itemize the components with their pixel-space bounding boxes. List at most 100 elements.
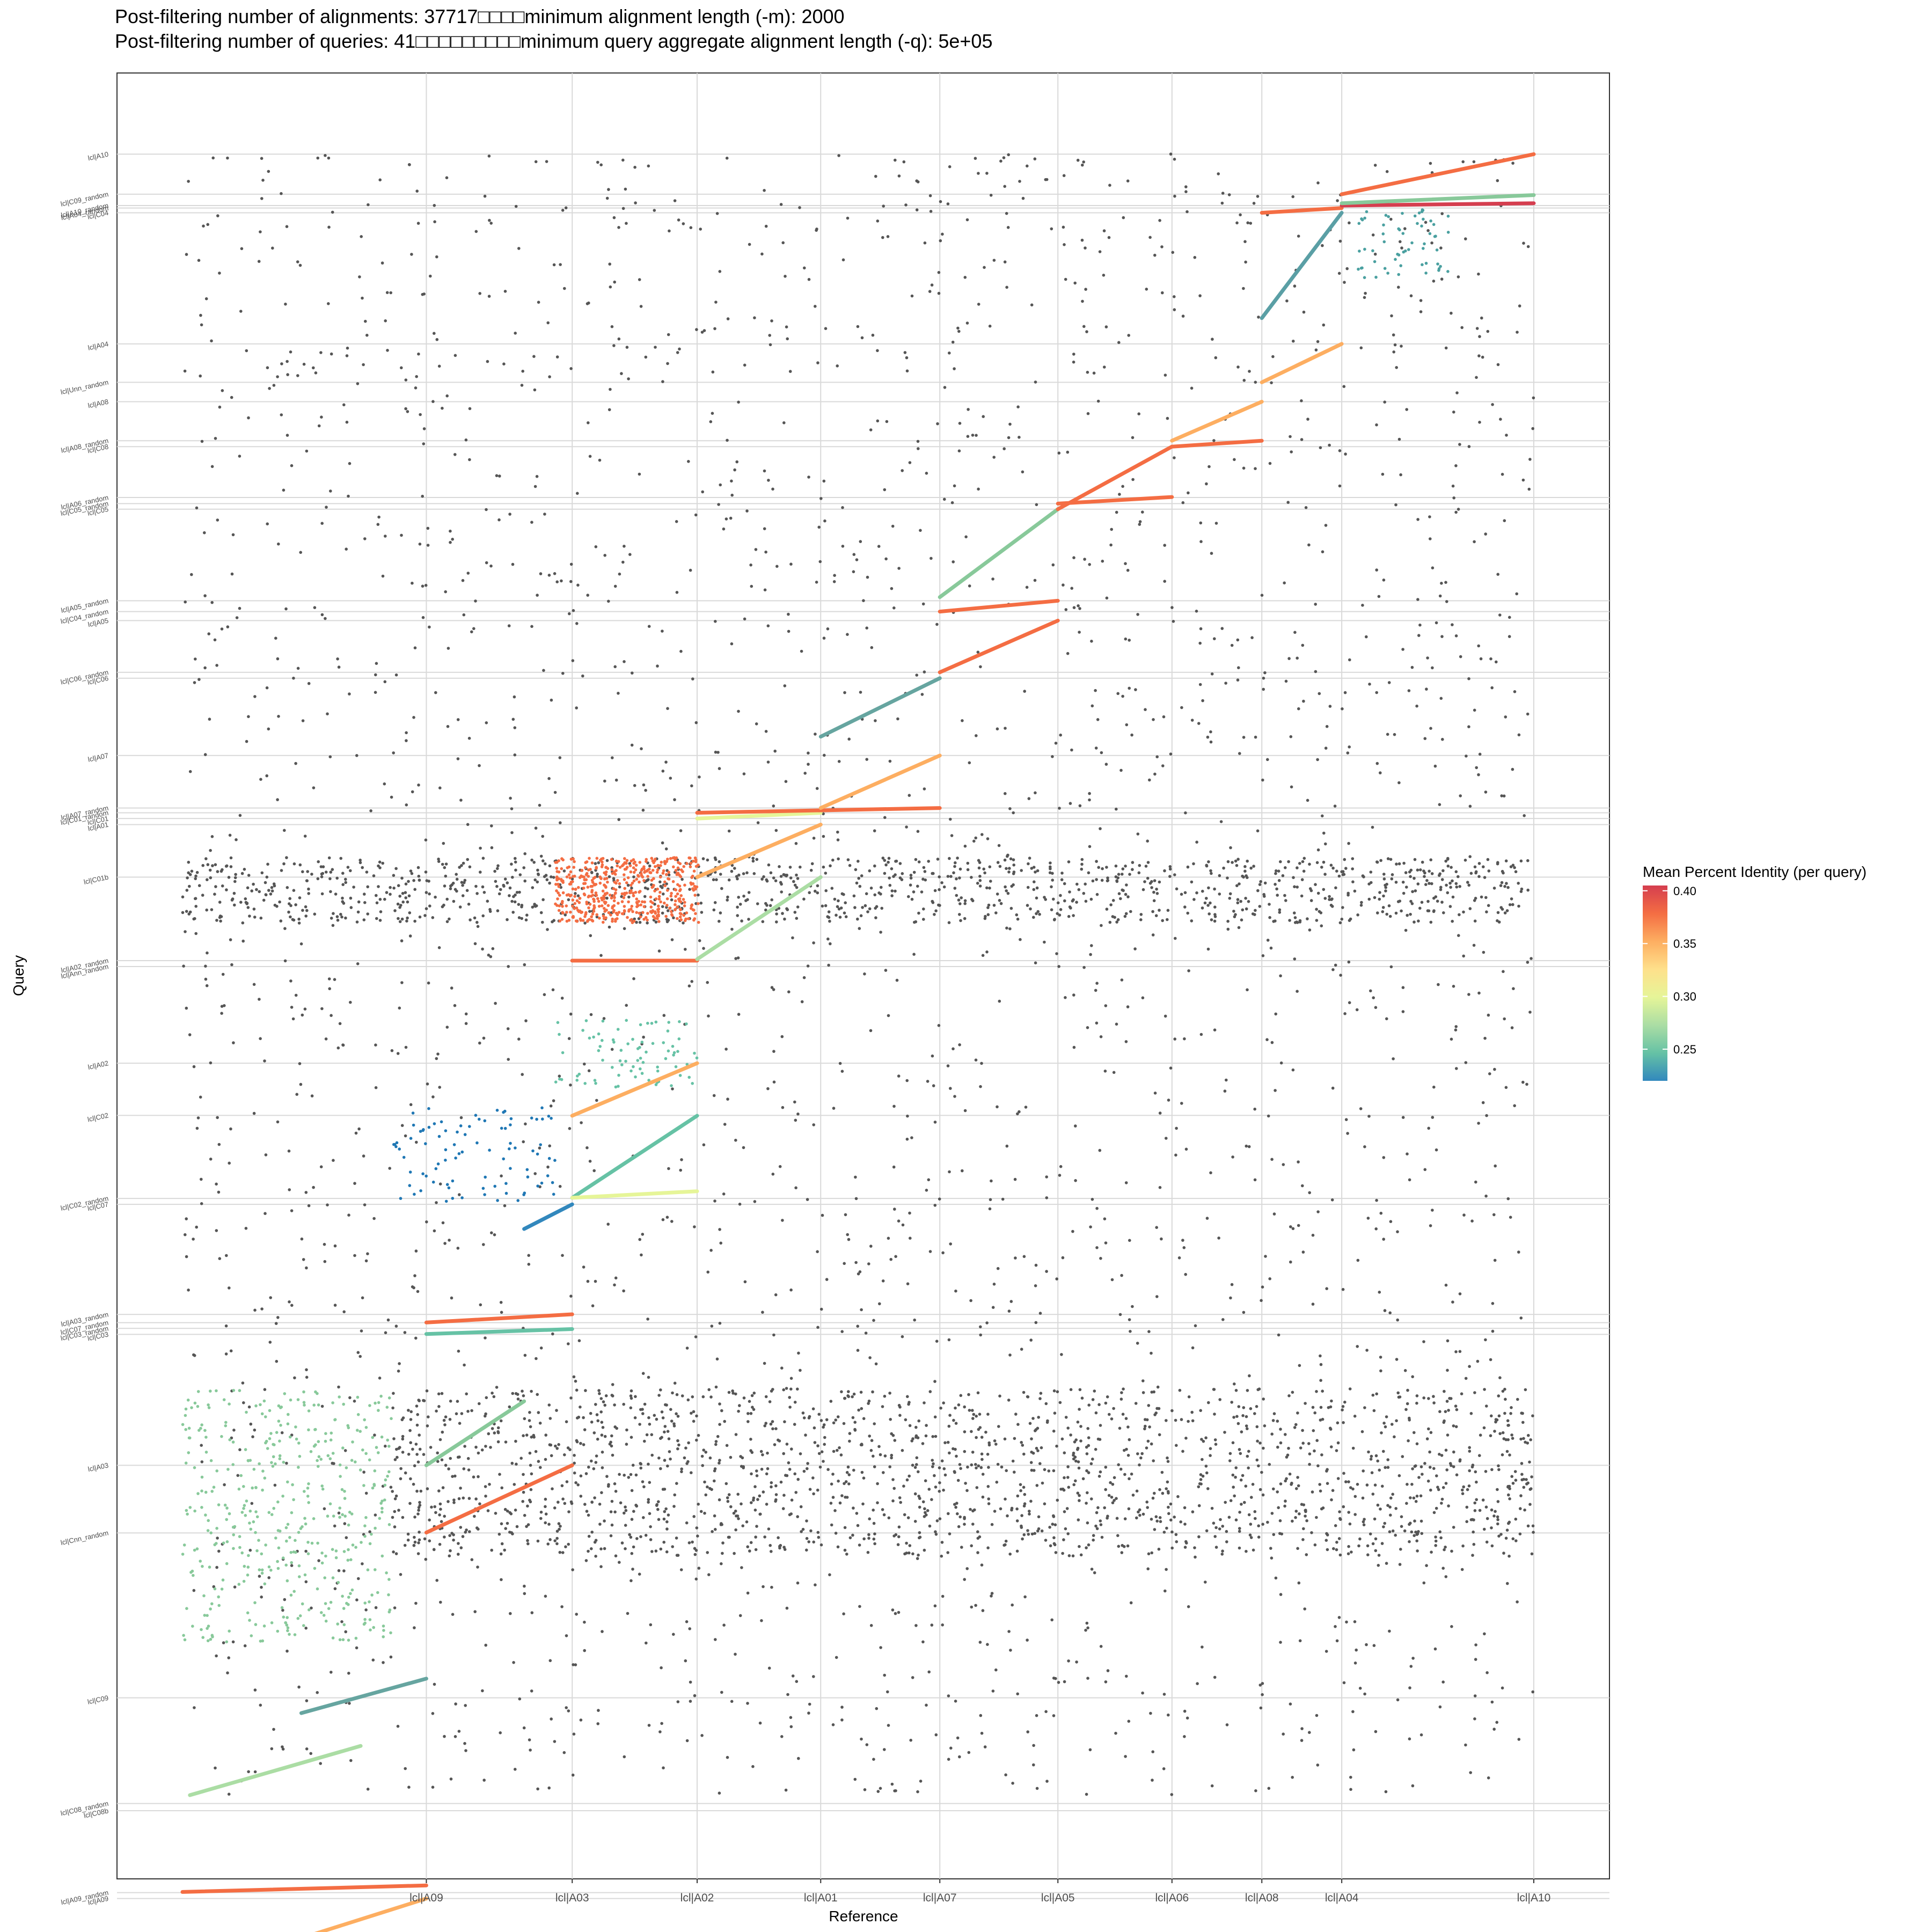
alignment-dot — [386, 1318, 390, 1322]
alignment-dot — [1021, 470, 1024, 474]
alignment-dot — [916, 1557, 919, 1560]
alignment-dot — [933, 913, 936, 916]
alignment-dot — [607, 188, 610, 191]
alignment-dot — [713, 901, 717, 904]
alignment-dot — [738, 903, 742, 906]
alignment-dot — [553, 572, 557, 575]
alignment-dot — [1397, 437, 1401, 441]
alignment-dot — [1088, 563, 1091, 566]
alignment-dot — [1104, 1680, 1108, 1684]
alignment-dot — [1102, 274, 1106, 277]
alignment-dot — [1201, 1645, 1204, 1649]
alignment-dot — [507, 624, 511, 627]
alignment-dot — [764, 908, 767, 912]
alignment-dot — [1227, 193, 1231, 196]
alignment-dot — [404, 378, 408, 382]
alignment-dot — [1419, 868, 1422, 872]
alignment-dot — [1008, 927, 1012, 931]
alignment-dot — [587, 421, 590, 425]
alignment-dot — [976, 882, 979, 885]
alignment-dot — [1334, 1625, 1337, 1628]
alignment-dot — [953, 1095, 956, 1098]
alignment-dot — [675, 1412, 678, 1416]
alignment-dot — [1310, 1531, 1313, 1534]
alignment-dot — [735, 460, 738, 464]
alignment-dot — [738, 1404, 741, 1407]
alignment-dot — [596, 873, 599, 876]
alignment-dot — [871, 333, 875, 337]
alignment-dot — [396, 1724, 400, 1728]
alignment-dot — [1383, 400, 1386, 404]
alignment-dot — [340, 915, 343, 919]
alignment-dot — [1282, 1163, 1285, 1166]
alignment-dot — [345, 547, 348, 551]
alignment-dot — [1089, 1462, 1093, 1466]
alignment-dot — [1343, 281, 1346, 284]
alignment-dot — [424, 870, 428, 874]
alignment-dot — [224, 865, 228, 868]
alignment-dot — [537, 873, 540, 876]
alignment-dot — [663, 1459, 667, 1462]
alignment-dot — [1526, 888, 1529, 892]
alignment-dot — [1417, 634, 1421, 637]
alignment-dot — [687, 460, 690, 463]
alignment-dot — [887, 1014, 890, 1018]
alignment-dot — [522, 1434, 525, 1437]
alignment-dot — [1468, 855, 1472, 858]
alignment-dot — [969, 1507, 972, 1511]
alignment-dot — [276, 1120, 280, 1124]
alignment-dot — [1120, 978, 1124, 982]
alignment-dot — [1205, 897, 1208, 900]
alignment-dot — [1085, 1792, 1088, 1796]
alignment-dot — [521, 369, 524, 373]
alignment-dot — [1147, 1330, 1151, 1333]
alignment-dot — [772, 1333, 775, 1337]
alignment-dot — [588, 455, 592, 458]
alignment-dot — [1300, 1739, 1304, 1742]
alignment-dot — [736, 956, 740, 960]
alignment-dot — [1099, 1523, 1103, 1526]
alignment-dot — [1434, 1539, 1438, 1543]
alignment-dot — [967, 1393, 970, 1396]
alignment-dot — [1507, 1554, 1511, 1558]
alignment-dot — [446, 724, 450, 728]
alignment-dot — [1040, 1446, 1043, 1450]
alignment-dot — [928, 1524, 932, 1528]
alignment-dot — [248, 914, 251, 918]
alignment-dot — [1261, 1285, 1264, 1289]
alignment-dot — [872, 1509, 875, 1512]
alignment-dot — [532, 1436, 536, 1439]
alignment-dot — [1406, 1152, 1409, 1155]
alignment-dot — [520, 384, 524, 387]
alignment-dot — [648, 1481, 652, 1484]
alignment-dot — [188, 770, 192, 773]
alignment-dot — [1421, 860, 1424, 864]
alignment-dot — [508, 1405, 511, 1409]
alignment-dot — [553, 1539, 557, 1542]
alignment-dot — [1478, 1509, 1482, 1512]
alignment-dot — [1419, 1733, 1423, 1737]
alignment-dot — [280, 192, 283, 195]
alignment-dot — [1484, 532, 1487, 536]
alignment-dot — [1285, 1477, 1288, 1481]
alignment-dot — [846, 1233, 849, 1236]
alignment-dot — [599, 1397, 603, 1400]
alignment-dot — [503, 877, 507, 881]
alignment-dot — [1280, 1532, 1284, 1536]
alignment-dot — [1091, 1198, 1094, 1201]
alignment-dot — [729, 1505, 733, 1509]
alignment-dot — [983, 871, 986, 875]
alignment-dot — [917, 1419, 920, 1423]
alignment-dot — [496, 909, 500, 912]
alignment-dot — [417, 352, 420, 356]
alignment-dot — [437, 1392, 441, 1396]
alignment-dot — [1454, 634, 1458, 638]
alignment-dot — [653, 209, 656, 212]
alignment-dot — [1026, 1638, 1029, 1642]
alignment-dot — [897, 1219, 901, 1223]
alignment-dot — [1256, 195, 1260, 198]
alignment-dot — [1528, 458, 1532, 461]
alignment-dot — [1488, 1072, 1491, 1075]
alignment-dot — [1163, 1589, 1167, 1593]
alignment-dot — [1468, 907, 1472, 910]
